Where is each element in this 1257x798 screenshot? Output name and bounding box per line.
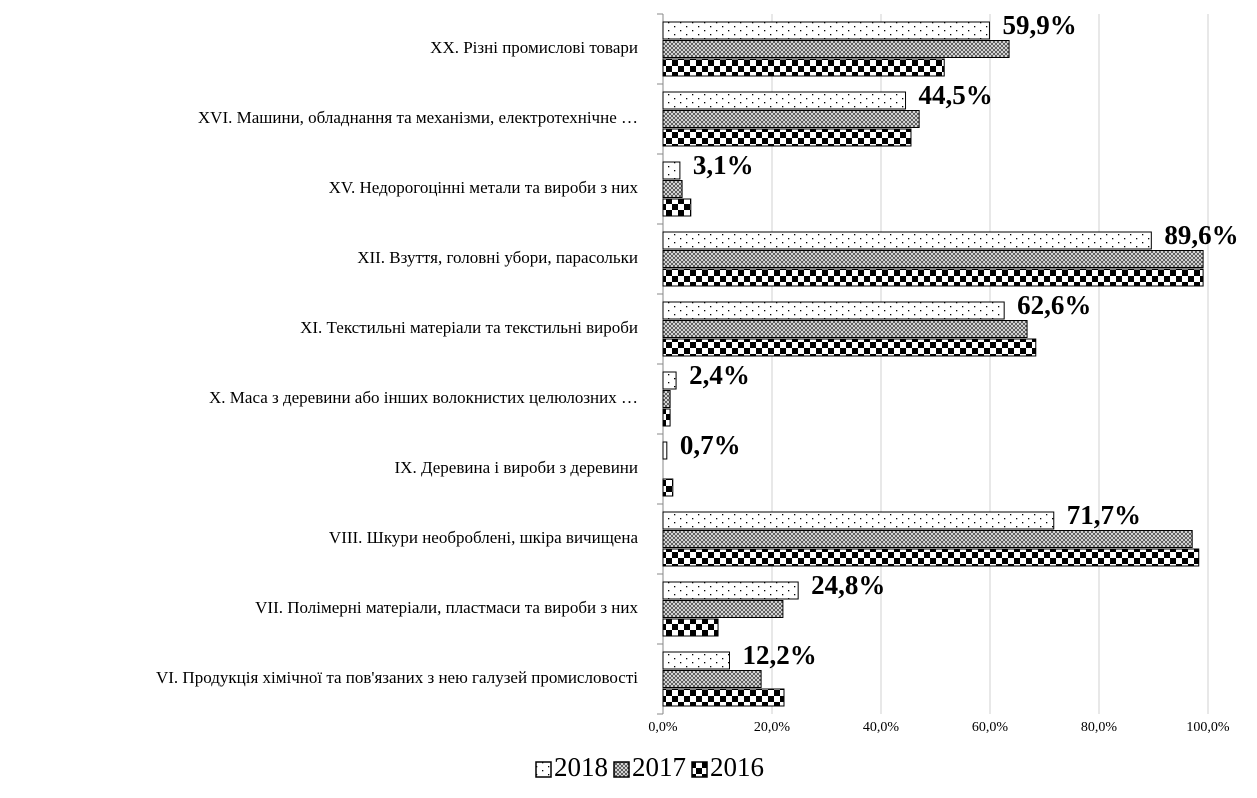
bar [662, 478, 674, 497]
data-label: 3,1% [693, 150, 754, 180]
bar [662, 40, 1010, 58]
category-label: X. Маса з деревини або інших волокнистих… [209, 388, 638, 407]
legend-swatch [535, 761, 552, 778]
category-label: XII. Взуття, головні убори, парасольки [357, 248, 638, 267]
bar [662, 110, 920, 128]
data-label: 89,6% [1164, 220, 1238, 250]
data-label: 71,7% [1067, 500, 1141, 530]
category-label: VII. Полімерні матеріали, пластмаси та в… [255, 598, 638, 617]
data-label: 24,8% [811, 570, 885, 600]
x-tick-label: 60,0% [972, 720, 1009, 735]
bar [662, 548, 1200, 567]
bar [662, 231, 1152, 250]
bar [662, 301, 1005, 320]
bar [662, 320, 1028, 338]
category-label: XV. Недорогоцінні метали та вироби з них [329, 178, 639, 197]
bar [662, 651, 730, 670]
data-label: 59,9% [1002, 10, 1076, 40]
x-tick-label: 40,0% [863, 720, 900, 735]
bar [662, 390, 671, 408]
legend-label: 2018 [554, 752, 608, 782]
legend-label: 2016 [710, 752, 764, 782]
bar [662, 670, 762, 688]
category-label: XX. Різні промислові товари [430, 38, 638, 57]
category-label: XVI. Машини, обладнання та механізми, ел… [198, 108, 638, 127]
bar [662, 338, 1037, 357]
data-label: 12,2% [742, 640, 816, 670]
bar [662, 21, 990, 40]
category-label: VI. Продукція хімічної та пов'язаних з н… [156, 668, 638, 687]
bar [662, 600, 784, 618]
data-label: 44,5% [919, 80, 993, 110]
category-label: IX. Деревина і вироби з деревини [395, 458, 638, 477]
bar [662, 408, 671, 427]
legend-swatch [691, 761, 708, 778]
data-label: 0,7% [680, 430, 741, 460]
bar [662, 511, 1055, 530]
bar [662, 618, 719, 637]
bar [662, 91, 907, 110]
bar [662, 268, 1204, 287]
legend-swatch [613, 761, 630, 778]
bar [662, 128, 912, 147]
x-tick-label: 80,0% [1081, 720, 1118, 735]
bar [662, 58, 945, 77]
bar [662, 530, 1193, 548]
bar [662, 371, 677, 390]
category-label: XI. Текстильні матеріали та текстильні в… [300, 318, 638, 337]
x-tick-label: 0,0% [648, 720, 678, 735]
bar [662, 581, 799, 600]
bar [662, 161, 681, 180]
bar [662, 180, 683, 198]
bar [662, 250, 1204, 268]
category-label: VIII. Шкури необроблені, шкіра вичищена [329, 528, 639, 547]
bar [662, 688, 785, 707]
bar [662, 198, 692, 217]
data-label: 62,6% [1017, 290, 1091, 320]
bar [662, 441, 668, 460]
data-label: 2,4% [689, 360, 750, 390]
x-tick-label: 100,0% [1186, 720, 1230, 735]
legend-label: 2017 [632, 752, 686, 782]
x-tick-label: 20,0% [754, 720, 791, 735]
